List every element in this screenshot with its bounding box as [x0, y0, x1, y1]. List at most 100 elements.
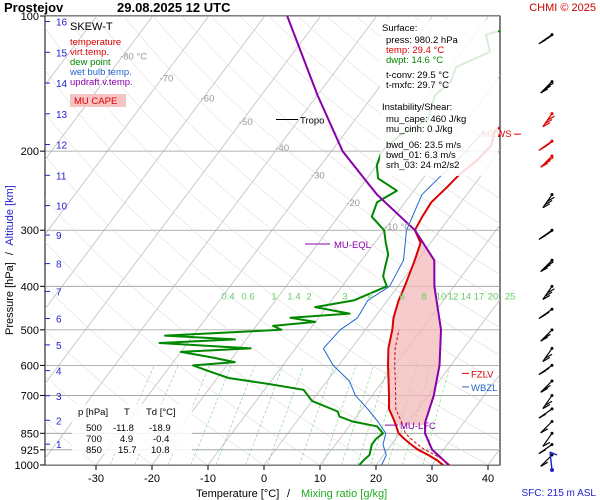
wind-barb [538, 307, 554, 319]
isotherm-label: -70 [160, 74, 174, 85]
wind-barb [540, 379, 554, 393]
mixing-ratio-label: 10 [436, 291, 447, 302]
dry-adiabat [123, 16, 500, 328]
cape-area [388, 244, 441, 426]
mixing-ratio-label: 0.4 [221, 291, 234, 302]
table-cell: -11.8 [113, 423, 134, 434]
isotherm-line [45, 16, 265, 310]
table-cell: 700 [86, 434, 102, 445]
tropopause-label: Tropo [300, 115, 324, 126]
altitude-tick-label: 11 [56, 171, 67, 182]
station-name: Prostejov [4, 0, 64, 15]
virtual-temperature-line [394, 329, 451, 465]
pressure-tick-label: 200 [21, 146, 39, 158]
altitude-tick-label: 14 [56, 79, 68, 90]
temperature-tick-label: 30 [426, 473, 438, 485]
wet-bulb-line [322, 130, 485, 465]
mixing-ratio-line [422, 365, 451, 465]
wind-barb [538, 363, 554, 376]
pressure-tick-label: 300 [21, 225, 39, 237]
dry-adiabat [152, 16, 500, 302]
mu-cape-value: mu_cape: 460 J/kg [386, 114, 466, 125]
mixing-ratio-label: 0.6 [241, 291, 254, 302]
pressure-tick-label: 850 [21, 428, 39, 440]
isotherm-label: -10 °C [384, 222, 411, 233]
dry-adiabat [94, 16, 500, 356]
bwd01-value: bwd_01: 6.3 m/s [386, 150, 456, 161]
surface-temp: temp: 29.4 °C [386, 45, 444, 56]
mixing-ratio-line [341, 365, 374, 465]
isotherm-label: -50 [239, 117, 253, 128]
wind-barb [538, 33, 554, 45]
isotherm-line [431, 373, 500, 465]
dry-adiabat [45, 69, 500, 442]
temperature-tick-label: -30 [88, 473, 104, 485]
mixing-ratio-label: 6 [399, 291, 404, 302]
wind-barb [542, 431, 554, 447]
mixing-ratio-line [134, 365, 179, 465]
isotherm-line [95, 16, 433, 465]
mixing-ratio-line [299, 365, 335, 465]
dry-adiabat [45, 112, 489, 465]
mixing-ratio-label: 1 [271, 291, 276, 302]
temperature-tick-label: -10 [200, 473, 216, 485]
mixing-ratio-label: 3 [342, 291, 347, 302]
x-axis-title: Temperature [°C] / Mixing ratio [g/kg] [196, 488, 387, 500]
mixing-ratio-line [190, 365, 232, 465]
pressure-tick-label: 600 [21, 360, 39, 372]
isotherm-line [319, 224, 500, 465]
temperature-tick-label: 0 [261, 473, 267, 485]
surface-heading: Surface: [382, 23, 417, 34]
mixing-ratio-label: 14 [461, 291, 472, 302]
isotherm-line [45, 16, 209, 235]
mixing-ratio-line [109, 365, 155, 465]
surface-press: press: 980.2 hPa [386, 35, 459, 46]
mixing-ratio-label: 4 [367, 291, 372, 302]
altitude-tick-label: 12 [56, 141, 68, 152]
valid-datetime: 29.08.2025 12 UTC [117, 0, 231, 15]
table-cell: 10.8 [151, 445, 170, 456]
table-header-td: Td [°C] [146, 407, 176, 418]
mixing-ratio-line [245, 365, 284, 465]
dry-adiabat [45, 198, 377, 465]
isotherm-label: -30 [311, 170, 325, 181]
table-cell: -0.4 [153, 434, 169, 445]
wind-barb-column [538, 33, 558, 472]
pressure-tick-label: 925 [21, 445, 39, 457]
isotherm-line [45, 16, 321, 385]
temperature-tick-label: 20 [370, 473, 382, 485]
table-cell: -18.9 [149, 423, 171, 434]
dry-adiabat [181, 16, 500, 275]
bwd06-value: bwd_06: 23.5 m/s [386, 140, 461, 151]
isotherm-line [45, 16, 153, 161]
mu-eql-label: MU-EQL [334, 240, 371, 251]
mu-cape-badge-label: MU CAPE [74, 96, 117, 107]
dry-adiabat [65, 16, 500, 384]
surface-wind-barb [549, 451, 558, 472]
altitude-tick-label: 16 [56, 18, 68, 29]
altitude-tick-label: 5 [56, 341, 62, 352]
pressure-tick-label: 400 [21, 281, 39, 293]
mixing-ratio-label: 12 [448, 291, 459, 302]
temperature-tick-label: 10 [314, 473, 326, 485]
legend-title: SKEW-T [70, 21, 113, 33]
mixing-ratio-label: 20 [488, 291, 499, 302]
table-header-p: p [hPa] [78, 407, 108, 418]
table-cell: 15.7 [118, 445, 137, 456]
altitude-tick-label: 3 [56, 392, 62, 403]
altitude-tick-label: 13 [56, 110, 68, 121]
altitude-tick-label: 15 [56, 48, 68, 59]
mixing-ratio-label: 25 [505, 291, 516, 302]
altitude-tick-label: 8 [56, 260, 62, 271]
wind-barb [540, 80, 554, 94]
isotherm-label: -80 °C [120, 52, 147, 63]
dry-adiabat [239, 16, 500, 224]
wind-barb [540, 154, 554, 168]
dry-adiabat [210, 16, 500, 250]
wind-barb [542, 284, 555, 300]
legend-wet-bulb: wet bulb temp. [69, 67, 132, 78]
legend-updraft: updraft v.temp. [70, 77, 133, 88]
wbzl-label: WBZL [471, 383, 497, 394]
srh03-value: srh_03: 24 m2/s2 [386, 160, 459, 171]
fzlv-label: FZLV [471, 369, 494, 380]
